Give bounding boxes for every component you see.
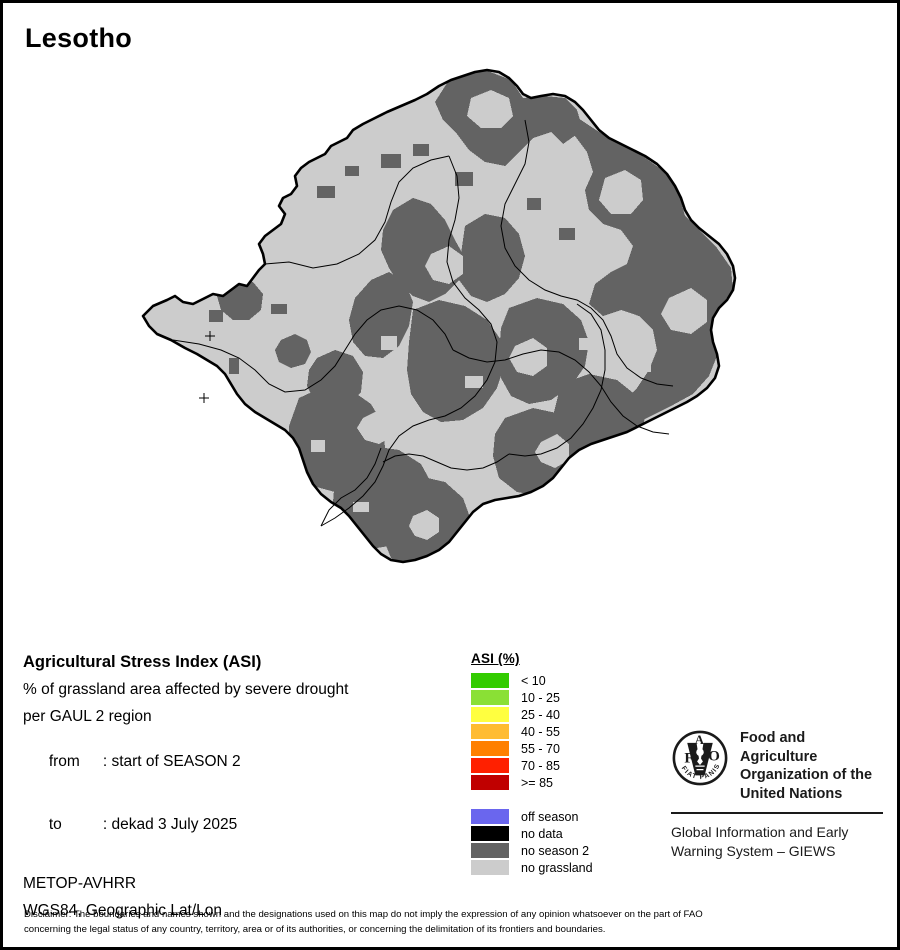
- boundary-tick-marks: [199, 331, 215, 403]
- legend-row: < 10: [471, 672, 651, 689]
- fao-logo-row: F A O FIAT PANIS Food and Agriculture Or…: [671, 729, 886, 803]
- legend-label: >= 85: [521, 775, 553, 790]
- fao-name-line-3: United Nations: [740, 785, 843, 802]
- giews-system-name: Global Information and Early Warning Sys…: [671, 823, 886, 861]
- legend-swatch-icon: [471, 843, 509, 858]
- fao-branding-block: F A O FIAT PANIS Food and Agriculture Or…: [671, 729, 886, 861]
- admin-boundaries: [172, 119, 674, 527]
- legend-row: 10 - 25: [471, 689, 651, 706]
- legend-swatch-icon: [471, 741, 509, 756]
- map-legend: ASI (%) < 10 10 - 25 25 - 40 40 - 55 55 …: [471, 651, 651, 876]
- from-value: : start of SEASON 2: [102, 753, 241, 770]
- legend-title: ASI (%): [471, 651, 520, 666]
- legend-swatch-icon: [471, 673, 509, 688]
- info-spacer: [23, 861, 453, 875]
- lesotho-map-svg: [141, 68, 737, 564]
- legend-swatch-icon: [471, 809, 509, 824]
- legend-spacer: [471, 791, 651, 808]
- disclaimer-line-2: concerning the legal status of any count…: [24, 923, 606, 935]
- legend-row: 70 - 85: [471, 757, 651, 774]
- fao-logo-icon: F A O FIAT PANIS: [671, 729, 729, 787]
- legend-swatch-icon: [471, 724, 509, 739]
- giews-line-2: Warning System – GIEWS: [671, 843, 836, 860]
- legend-label: 40 - 55: [521, 724, 560, 739]
- legend-swatch-icon: [471, 860, 509, 875]
- fao-organization-name: Food and Agriculture Organization of the…: [740, 729, 886, 803]
- info-period-to: to : dekad 3 July 2025: [23, 798, 453, 852]
- legend-row: 55 - 70: [471, 740, 651, 757]
- legend-row-off-season: off season: [471, 808, 651, 825]
- legend-label: 70 - 85: [521, 758, 560, 773]
- legend-label: no season 2: [521, 843, 590, 858]
- giews-line-1: Global Information and Early: [671, 824, 849, 841]
- info-sensor: METOP-AVHRR: [23, 875, 137, 892]
- page-title: Lesotho: [25, 23, 133, 53]
- fao-emblem-svg: F A O FIAT PANIS: [672, 730, 728, 786]
- legend-row: 25 - 40: [471, 706, 651, 723]
- to-label: to: [48, 816, 62, 833]
- legend-label: 55 - 70: [521, 741, 560, 756]
- legend-label: 10 - 25: [521, 690, 560, 705]
- legend-swatch-icon: [471, 707, 509, 722]
- info-description-line-2: per GAUL 2 region: [23, 708, 152, 725]
- info-heading: Agricultural Stress Index (ASI): [23, 653, 262, 671]
- legend-row: >= 85: [471, 774, 651, 791]
- svg-text:O: O: [708, 748, 720, 764]
- legend-row-no-grassland: no grassland: [471, 859, 651, 876]
- legend-row: 40 - 55: [471, 723, 651, 740]
- legend-label: no grassland: [521, 860, 593, 875]
- legend-label: 25 - 40: [521, 707, 560, 722]
- info-description-line-1: % of grassland area affected by severe d…: [23, 681, 349, 698]
- info-projection: WGS84, Geographic Lat/Lon: [23, 902, 223, 919]
- legend-row-no-season-2: no season 2: [471, 842, 651, 859]
- fao-divider: [671, 812, 883, 815]
- map-info-block: Agricultural Stress Index (ASI) % of gra…: [23, 653, 453, 929]
- country-outline: [141, 68, 737, 564]
- legend-row-no-data: no data: [471, 825, 651, 842]
- fao-name-line-2: Organization of the: [740, 767, 873, 784]
- fao-name-line-1: Food and Agriculture: [740, 730, 818, 765]
- legend-swatch-icon: [471, 758, 509, 773]
- legend-label: < 10: [521, 673, 546, 688]
- svg-text:A: A: [695, 733, 705, 747]
- to-value: : dekad 3 July 2025: [102, 816, 238, 833]
- map-raster-layer: [143, 70, 735, 562]
- map-canvas[interactable]: [113, 58, 813, 638]
- legend-swatch-icon: [471, 826, 509, 841]
- disclaimer-line-1: Disclaimer: The boundaries and names sho…: [24, 909, 703, 920]
- svg-text:F: F: [684, 751, 693, 767]
- info-period-from: from : start of SEASON 2: [23, 735, 453, 789]
- legend-label: off season: [521, 809, 579, 824]
- legend-swatch-icon: [471, 690, 509, 705]
- legend-label: no data: [521, 826, 563, 841]
- from-label: from: [48, 753, 80, 770]
- disclaimer: Disclaimer: The boundaries and names sho…: [24, 908, 884, 938]
- legend-swatch-icon: [471, 775, 509, 790]
